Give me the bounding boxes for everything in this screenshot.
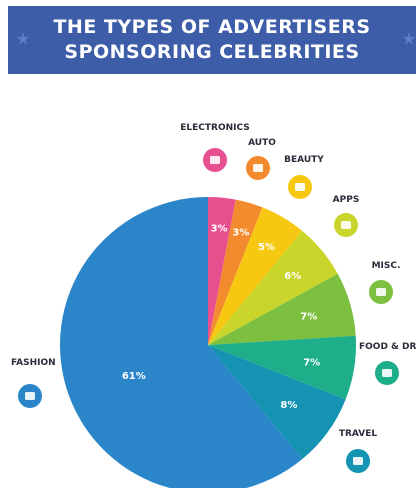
dress-icon [18, 384, 42, 408]
category-label: MISC. [372, 261, 401, 271]
car-icon [246, 156, 270, 180]
slice-value-label: 6% [284, 271, 301, 282]
category-label: BEAUTY [284, 155, 324, 165]
category-label: APPS [333, 195, 360, 205]
phone-icon [334, 213, 358, 237]
pie-slice-beauty [208, 207, 303, 345]
category-label: AUTO [248, 138, 276, 148]
slice-value-label: 7% [300, 312, 317, 323]
pie-slice-travel [208, 345, 346, 460]
slice-value-label: 61% [122, 371, 146, 382]
category-label: ELECTRONICS [180, 123, 250, 133]
slice-value-label: 5% [258, 242, 275, 253]
category-label: FASHION [11, 358, 56, 368]
page-title-line-2: SPONSORING CELEBRITIES [64, 41, 360, 63]
utensils-icon [375, 361, 399, 385]
slice-value-label: 8% [280, 400, 297, 411]
slice-value-label: 7% [303, 357, 320, 368]
category-label: TRAVEL [339, 429, 378, 439]
pie-slice-misc [208, 273, 356, 345]
slice-value-label: 3% [211, 224, 228, 235]
map-icon [346, 449, 370, 473]
pie-slice-electronics [208, 197, 236, 345]
box-icon [369, 280, 393, 304]
pie-slice-food-drin [208, 335, 357, 400]
pie-slice-fashion [60, 197, 303, 488]
monitor-icon [203, 148, 227, 172]
page-title-line-1: THE TYPES OF ADVERTISERS [53, 16, 371, 38]
slice-value-label: 3% [232, 228, 249, 239]
title-banner: THE TYPES OF ADVERTISERS SPONSORING CELE… [8, 6, 416, 74]
pie-slice-apps [208, 230, 338, 345]
lipstick-icon [288, 175, 312, 199]
pie-slice-auto [208, 199, 263, 345]
category-label: FOOD & DRIN [359, 342, 416, 352]
